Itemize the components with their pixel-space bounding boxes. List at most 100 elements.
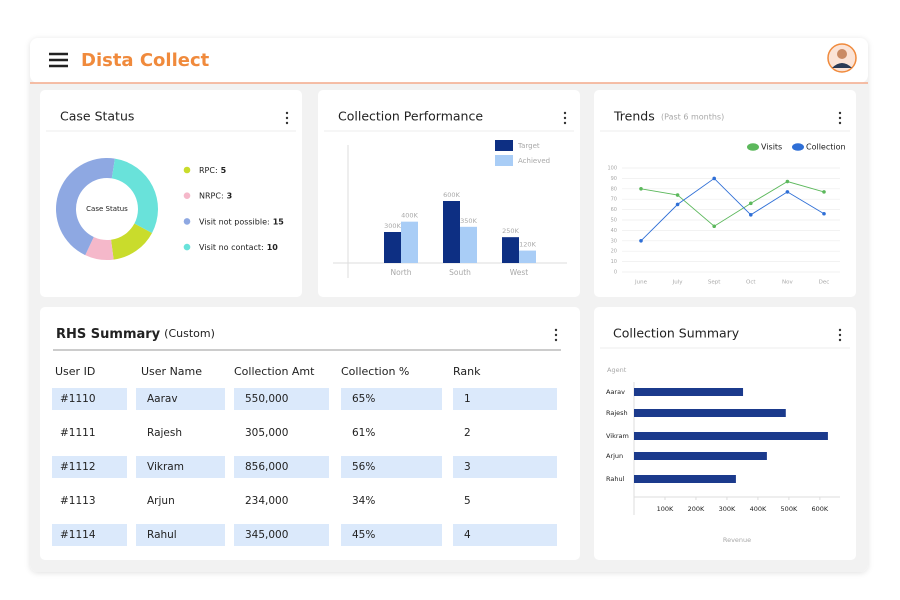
- x-tick-label: Sept: [708, 280, 721, 286]
- bar: [401, 221, 418, 263]
- kebab-menu[interactable]: [563, 111, 567, 125]
- column-header: Collection %: [341, 365, 409, 378]
- y-tick-label: 20: [611, 249, 617, 255]
- avatar[interactable]: [827, 43, 857, 73]
- table-cell: Vikram: [147, 461, 184, 473]
- y-tick-label: 40: [611, 228, 617, 234]
- column-header: Collection Amt: [234, 365, 315, 378]
- line-point: [822, 211, 826, 216]
- legend-swatch: [747, 143, 759, 151]
- card-title: RHS Summary (Custom): [56, 327, 215, 342]
- y-tick-label: 80: [611, 186, 617, 192]
- cell-bg: [52, 524, 127, 546]
- y-tick-label: Arjun: [606, 452, 623, 460]
- legend-value: 10: [267, 243, 279, 252]
- value-label: 350K: [460, 217, 477, 225]
- cell-bg: [136, 456, 225, 478]
- cell-bg: [52, 456, 127, 478]
- kebab-menu[interactable]: [285, 111, 289, 125]
- x-tick-label: West: [510, 268, 528, 277]
- header-bar: [30, 38, 868, 83]
- y-tick-label: 0: [614, 270, 617, 276]
- y-tick-label: 90: [611, 176, 617, 182]
- y-tick-label: 70: [611, 197, 617, 203]
- y-tick-label: 100: [607, 166, 617, 172]
- x-tick-label: June: [634, 280, 648, 286]
- table-subtitle: (Custom): [164, 327, 215, 340]
- x-tick-label: Dec: [819, 280, 830, 286]
- donut-slice: [56, 158, 115, 256]
- cell-bg: [453, 388, 557, 410]
- y-tick-label: Rajesh: [606, 409, 628, 417]
- legend-value: 5: [221, 166, 227, 175]
- cell-bg: [234, 524, 329, 546]
- line-point: [785, 190, 790, 194]
- x-tick-label: 600K: [812, 505, 829, 513]
- bar: [634, 475, 736, 483]
- card: [594, 90, 856, 297]
- line-point: [822, 190, 826, 194]
- x-tick-label: July: [672, 280, 684, 286]
- kebab-menu[interactable]: [838, 328, 842, 342]
- table-cell: 2: [464, 427, 471, 439]
- table-cell: 4: [464, 529, 471, 541]
- bar: [502, 237, 519, 263]
- bar: [384, 232, 401, 263]
- legend-entry: NRPC: 3: [199, 191, 232, 200]
- kebab-menu[interactable]: [838, 111, 842, 125]
- bar: [519, 250, 536, 263]
- donut-slice: [111, 158, 159, 233]
- table-cell: Arjun: [147, 495, 175, 507]
- card-subtitle: (Past 6 months): [661, 113, 724, 122]
- legend-label: Visit not possible:: [199, 217, 270, 226]
- app-title: Dista Collect: [81, 50, 210, 71]
- table-cell: 61%: [352, 427, 375, 439]
- value-label: 250K: [502, 227, 519, 235]
- table-cell: #1114: [60, 529, 96, 541]
- legend-entry: Visit not possible: 15: [199, 217, 284, 226]
- table-cell: 5: [464, 495, 471, 507]
- table-title: RHS Summary: [56, 327, 161, 342]
- cell-bg: [234, 388, 329, 410]
- table-cell: 1: [464, 393, 471, 405]
- column-header: Rank: [453, 365, 481, 378]
- value-label: 400K: [401, 212, 418, 220]
- line-series: [640, 177, 825, 242]
- value-label: 300K: [384, 222, 401, 230]
- table-cell: Rahul: [147, 529, 177, 541]
- line-point: [712, 224, 716, 229]
- cell-bg: [136, 388, 225, 410]
- cell-bg: [341, 456, 442, 478]
- y-tick-label: 10: [611, 259, 617, 265]
- kebab-menu[interactable]: [554, 328, 558, 342]
- table-cell: 345,000: [245, 529, 288, 541]
- line-point: [749, 213, 753, 217]
- donut-slice: [111, 223, 153, 260]
- legend-swatch: [183, 166, 191, 174]
- table-cell: 45%: [352, 529, 375, 541]
- cell-bg: [341, 524, 442, 546]
- x-tick-label: 300K: [719, 505, 736, 513]
- line-point: [639, 187, 643, 191]
- legend-label: Collection: [806, 143, 846, 152]
- bar: [634, 432, 828, 440]
- table-cell: 56%: [352, 461, 375, 473]
- cell-bg: [453, 524, 557, 546]
- bar: [634, 409, 786, 417]
- legend-label: NRPC:: [199, 191, 224, 200]
- card-title: Collection Performance: [338, 109, 483, 124]
- table-cell: 856,000: [245, 461, 288, 473]
- legend-swatch: [495, 155, 513, 166]
- table-cell: #1113: [60, 495, 96, 507]
- card-title: Trends: [613, 109, 655, 124]
- menu-button[interactable]: [49, 52, 68, 68]
- table-cell: 34%: [352, 495, 375, 507]
- legend-swatch: [495, 140, 513, 151]
- table-cell: Aarav: [147, 393, 178, 405]
- bar: [634, 452, 767, 460]
- card-title: Case Status: [60, 109, 134, 124]
- y-tick-label: 50: [611, 218, 617, 224]
- bar: [460, 226, 477, 263]
- cell-bg: [234, 456, 329, 478]
